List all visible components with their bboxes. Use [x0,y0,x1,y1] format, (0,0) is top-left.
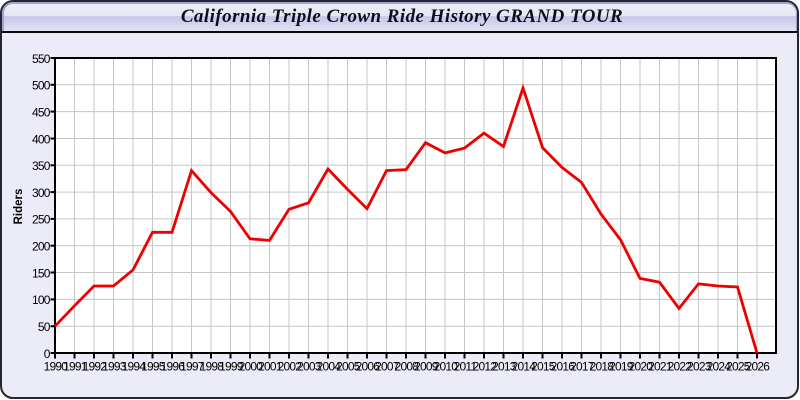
svg-text:1999: 1999 [219,360,244,374]
svg-text:2004: 2004 [317,360,342,374]
svg-text:100: 100 [32,293,51,307]
svg-text:300: 300 [32,186,51,200]
svg-text:2026: 2026 [746,360,771,374]
svg-text:450: 450 [32,105,51,119]
svg-text:2012: 2012 [473,360,498,374]
svg-text:1991: 1991 [63,360,88,374]
svg-text:1996: 1996 [161,360,186,374]
svg-text:2002: 2002 [278,360,303,374]
svg-text:2020: 2020 [629,360,654,374]
svg-text:2023: 2023 [687,360,712,374]
svg-text:2025: 2025 [726,360,751,374]
svg-text:0: 0 [44,347,51,361]
svg-text:2021: 2021 [648,360,673,374]
svg-text:Riders: Riders [13,189,25,225]
svg-text:2011: 2011 [454,360,478,374]
svg-text:2016: 2016 [551,360,576,374]
svg-text:500: 500 [32,79,51,93]
svg-text:250: 250 [32,213,51,227]
svg-text:2018: 2018 [590,360,615,374]
svg-text:200: 200 [32,240,51,254]
svg-text:550: 550 [32,52,51,66]
svg-text:1998: 1998 [200,360,225,374]
svg-text:1994: 1994 [122,360,147,374]
svg-text:1992: 1992 [83,360,108,374]
svg-text:2003: 2003 [297,360,322,374]
svg-text:50: 50 [38,320,51,334]
svg-text:400: 400 [32,132,51,146]
svg-text:1995: 1995 [141,360,166,374]
svg-text:2006: 2006 [356,360,381,374]
svg-text:1993: 1993 [102,360,127,374]
svg-text:2015: 2015 [531,360,556,374]
svg-text:2000: 2000 [239,360,264,374]
svg-text:2022: 2022 [668,360,693,374]
svg-text:2013: 2013 [492,360,517,374]
svg-text:2007: 2007 [375,360,400,374]
svg-text:2024: 2024 [707,360,732,374]
svg-text:2008: 2008 [395,360,420,374]
svg-text:150: 150 [32,266,51,280]
svg-text:2014: 2014 [512,360,537,374]
svg-text:2010: 2010 [434,360,459,374]
svg-text:1990: 1990 [44,360,69,374]
svg-text:1997: 1997 [180,360,205,374]
svg-text:2017: 2017 [570,360,595,374]
svg-text:2001: 2001 [258,360,283,374]
svg-text:2019: 2019 [609,360,634,374]
svg-text:2005: 2005 [336,360,361,374]
svg-text:2009: 2009 [414,360,439,374]
svg-text:350: 350 [32,159,51,173]
